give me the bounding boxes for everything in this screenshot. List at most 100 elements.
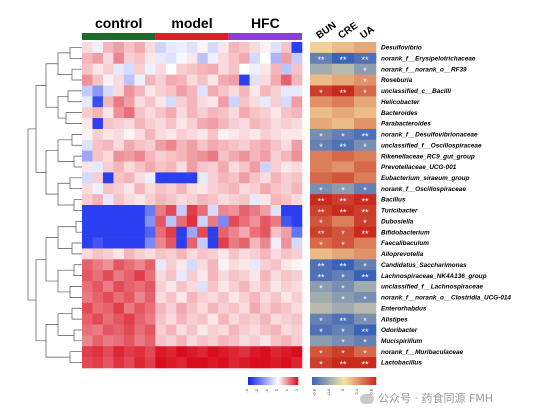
- heatmap-cell: [270, 248, 282, 260]
- significance-stars: **: [317, 229, 325, 239]
- heatmap-cell: [155, 172, 167, 184]
- correlation-cell: [354, 281, 377, 293]
- heatmap-cell: [144, 205, 156, 217]
- heatmap-cell: [123, 324, 135, 336]
- correlation-cell: [332, 324, 355, 336]
- heatmap-cell: [176, 150, 188, 162]
- heatmap-cell: [291, 118, 303, 130]
- heatmap-cell: [123, 205, 135, 217]
- heatmap-cell: [207, 172, 219, 184]
- significance-stars: **: [339, 207, 347, 217]
- heatmap-cell: [165, 259, 177, 271]
- heatmap-cell: [155, 259, 167, 271]
- heatmap-cell: [186, 85, 198, 97]
- abundance-legend-swatch: [288, 377, 290, 385]
- heatmap-cell: [165, 270, 177, 282]
- heatmap-cell: [228, 302, 240, 314]
- heatmap-cell: [176, 194, 188, 206]
- heatmap-cell: [291, 270, 303, 282]
- heatmap-cell: [176, 96, 188, 108]
- correlation-cell: [354, 96, 377, 108]
- heatmap-cell: [218, 194, 229, 206]
- heatmap-cell: [197, 226, 209, 238]
- heatmap-cell: [186, 96, 198, 108]
- heatmap-cell: [239, 128, 250, 141]
- heatmap-cell: [102, 357, 114, 369]
- correlation-cell: [354, 194, 377, 206]
- significance-stars: *: [319, 327, 323, 337]
- correlation-legend-tick-label: 0.8: [368, 388, 373, 394]
- heatmap-cell: [144, 302, 156, 314]
- heatmap-cell: [123, 302, 135, 314]
- heatmap-cell: [113, 270, 125, 282]
- heatmap-cell: [165, 150, 177, 162]
- heatmap-cell: [207, 139, 219, 151]
- heatmap-cell: [270, 52, 282, 65]
- abundance-legend-swatch: [275, 377, 278, 385]
- correlation-color-legend: -0.8 -0.4 0 0.4 0.8: [312, 377, 377, 396]
- dendrogram-branch: [73, 155, 82, 168]
- correlation-legend-swatch: [369, 377, 372, 385]
- correlation-cell: [310, 291, 333, 304]
- heatmap-cell: [197, 302, 209, 314]
- heatmap-cell: [218, 52, 229, 65]
- dendrogram-branch: [57, 95, 68, 119]
- heatmap-cell: [218, 324, 229, 336]
- dendrogram-branch: [71, 134, 82, 146]
- abundance-legend-swatch: [286, 377, 289, 385]
- group-label-control: control: [95, 15, 142, 31]
- heatmap-cell: [228, 270, 240, 282]
- heatmap-cell: [218, 335, 229, 347]
- abundance-legend-tick-label: 0: [274, 388, 279, 391]
- heatmap-cell: [186, 63, 198, 75]
- significance-stars: **: [361, 229, 369, 239]
- heatmap-cell: [186, 150, 198, 162]
- heatmap-cell: [281, 324, 292, 336]
- heatmap-cell: [260, 85, 271, 97]
- correlation-cell: [332, 226, 355, 238]
- heatmap-cell: [102, 161, 114, 173]
- heatmap-cell: [228, 291, 240, 304]
- heatmap-cell: [92, 172, 104, 184]
- heatmap-cell: [218, 259, 229, 271]
- heatmap-cell: [123, 128, 135, 141]
- taxon-label: Lachnospiraceae_NK4A136_group: [381, 273, 487, 280]
- clinical-label-cre: CRE: [336, 20, 360, 41]
- correlation-cell: [332, 302, 355, 314]
- heatmap-cell: [249, 215, 261, 228]
- heatmap-cell: [218, 346, 229, 358]
- heatmap-cell: [92, 161, 104, 173]
- heatmap-cell: [291, 52, 303, 65]
- heatmap-cell: [270, 270, 282, 282]
- watermark-text: 公众号 · 药食同源 FMH: [378, 392, 494, 405]
- taxon-label: norank_f__Oscillospiraceae: [381, 186, 466, 193]
- heatmap-cell: [176, 205, 188, 217]
- correlation-cell: [354, 139, 377, 151]
- heatmap-cell: [239, 107, 250, 119]
- significance-stars: *: [319, 131, 323, 141]
- correlation-cell: [310, 281, 333, 293]
- heatmap-cell: [281, 150, 292, 162]
- heatmap-cell: [239, 63, 250, 75]
- heatmap-cell: [207, 96, 219, 108]
- heatmap-cell: [291, 161, 303, 173]
- correlation-cell: [354, 357, 377, 369]
- correlation-legend-swatch: [332, 377, 335, 385]
- heatmap-cell: [176, 291, 188, 304]
- heatmap-cell: [165, 96, 177, 108]
- correlation-cell: [354, 302, 377, 314]
- heatmap-cell: [186, 74, 198, 86]
- heatmap-cell: [134, 194, 146, 206]
- heatmap-cell: [249, 335, 261, 347]
- heatmap-cell: [176, 357, 188, 369]
- heatmap-cell: [291, 335, 303, 347]
- heatmap-cell: [249, 118, 261, 130]
- taxon-label: Bacteroides: [381, 110, 418, 117]
- abundance-legend-swatch: [263, 377, 265, 385]
- heatmap-cell: [260, 205, 271, 217]
- heatmap-cell: [113, 335, 125, 347]
- heatmap-cell: [260, 150, 271, 162]
- heatmap-cell: [113, 52, 125, 65]
- heatmap-cell: [123, 74, 135, 86]
- heatmap-cell: [270, 161, 282, 173]
